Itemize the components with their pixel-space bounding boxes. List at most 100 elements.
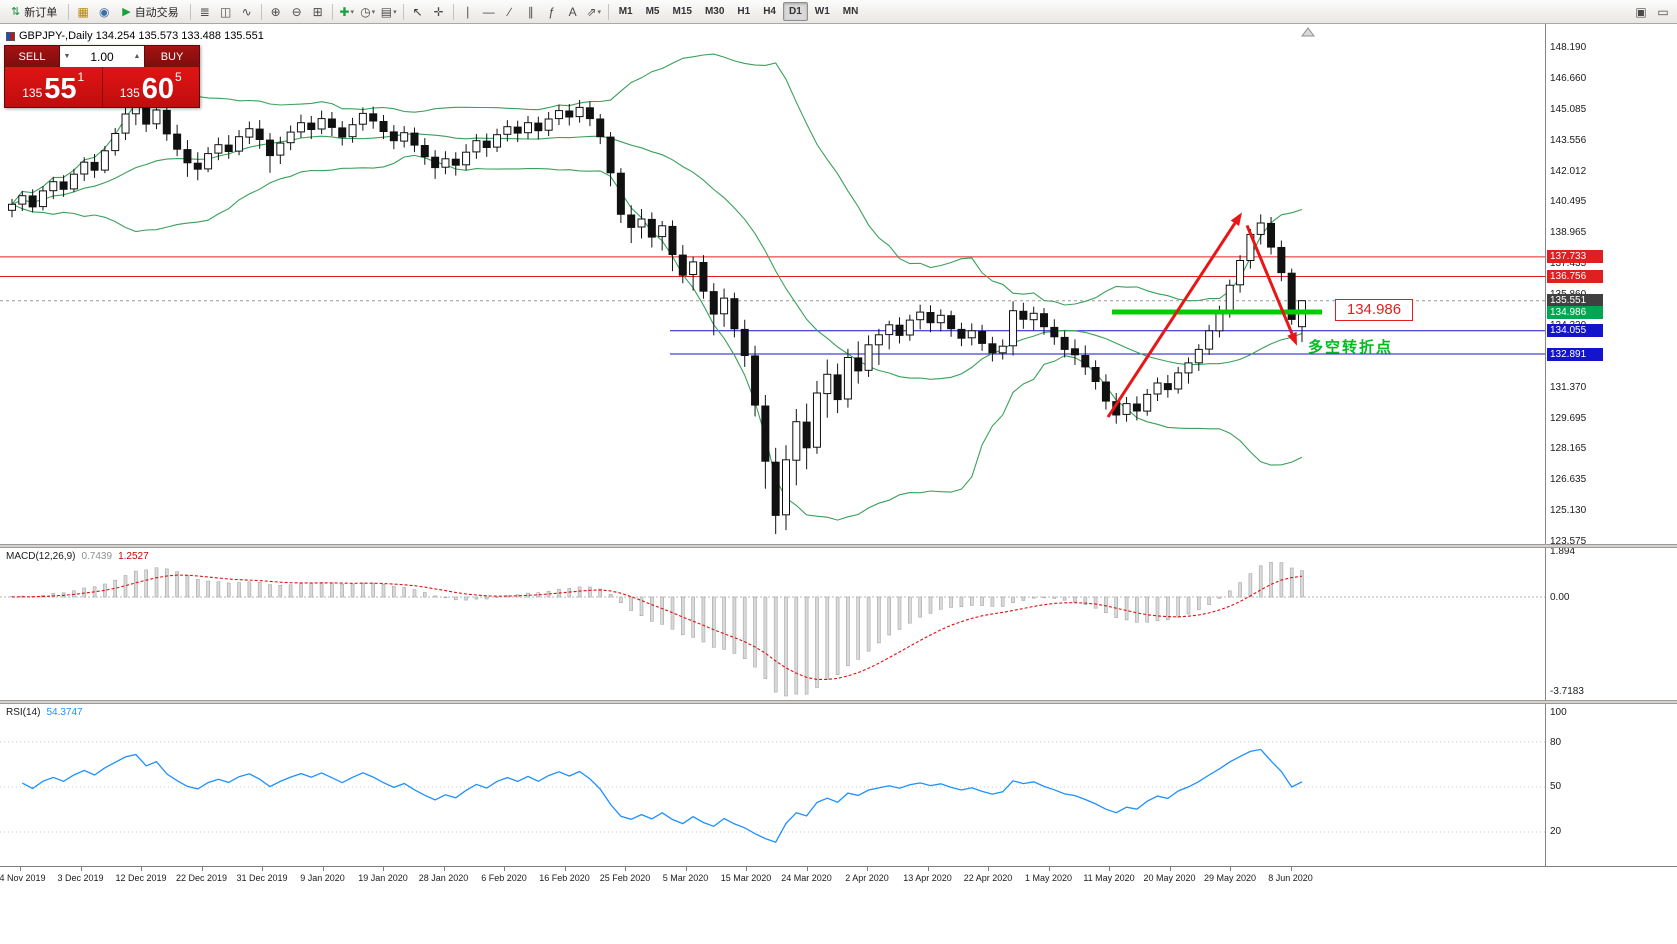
channel-icon[interactable]: ∥ [521,2,541,22]
zoom-in-icon[interactable]: ⊕ [266,2,286,22]
price-axis-tick: 123.575 [1550,536,1587,547]
time-axis-tick [867,867,868,871]
timeframe-button-m30[interactable]: M30 [704,6,725,17]
price-axis-tick: 140.495 [1550,196,1587,208]
new-window-icon[interactable]: ▣ [1631,2,1651,22]
time-axis-tick [746,867,747,871]
cursor-icon[interactable]: ↖ [408,2,428,22]
auto-trading-button[interactable]: ▶ 自动交易 [115,2,185,22]
macd-axis-tick: 0.00 [1550,592,1570,603]
new-chart-icon: ▦ [77,4,89,19]
zoom-out-icon[interactable]: ⊖ [287,2,307,22]
lot-size-value[interactable]: 1.00 [90,49,114,64]
time-axis-tick [141,867,142,871]
lot-size-control[interactable]: ▼ 1.00 ▲ [59,46,145,67]
candlestick-chart-icon[interactable]: ◫ [216,2,236,22]
data-window-icon[interactable]: ▭ [1653,2,1673,22]
time-axis-tick [1230,867,1231,871]
horizontal-line-icon: ― [482,4,495,19]
arrows-icon[interactable]: ⇗ ▾ [584,2,604,22]
trendline-icon[interactable]: ∕ [500,2,520,22]
price-axis-tick: 137.435 [1550,258,1587,270]
timeframe-button-h1[interactable]: H1 [737,6,751,17]
time-axis-tick [1109,867,1110,871]
vertical-line-icon[interactable]: ∣ [458,2,478,22]
timeframe-button-w1[interactable]: W1 [814,6,830,17]
time-axis-label: 24 Nov 2019 [0,873,46,883]
time-axis-tick [383,867,384,871]
time-axis-label: 19 Jan 2020 [358,873,408,883]
macd-indicator-canvas[interactable] [0,548,1545,700]
periods-icon: ◷ [360,4,371,19]
templates-icon[interactable]: ▤ ▾ [379,2,399,22]
bar-chart-icon: ≣ [199,4,210,19]
rsi-indicator-canvas[interactable] [0,704,1545,866]
new-order-button[interactable]: ⇅ 新订单 [4,2,64,22]
text-label-icon: A [568,4,577,19]
timeframe-button-m15[interactable]: M15 [672,6,692,17]
rsi-name: RSI(14) [6,707,41,718]
turning-point-annotation[interactable]: 多空转折点 [1308,339,1394,356]
cursor-icon: ↖ [412,4,423,19]
profiles-icon: ◉ [98,4,110,19]
lot-decrease-button[interactable]: ▼ [63,53,71,60]
time-axis-label: 16 Feb 2020 [539,873,590,883]
sell-button[interactable]: SELL [5,46,59,67]
timeframe-button-m5[interactable]: M5 [645,6,660,17]
auto-trading-button-label: 自动交易 [134,6,179,19]
timeframe-button-m1[interactable]: M1 [618,6,633,17]
rsi-axis-tick: 100 [1550,707,1567,718]
timeframe-button-mn[interactable]: MN [842,6,859,17]
time-axis-tick [927,867,929,871]
time-axis-label: 22 Apr 2020 [963,873,1013,883]
time-axis-label: 1 May 2020 [1024,873,1073,883]
buy-price-bigfigure: 135 [119,86,140,100]
time-axis-tick [504,867,505,871]
timeframe-button-h4[interactable]: H4 [763,6,776,17]
dropdown-arrow-icon: ▾ [371,8,376,16]
chart-macd-splitter[interactable] [0,544,1677,548]
crosshair-icon[interactable]: ✛ [429,2,449,22]
price-axis-tick: 125.130 [1550,505,1587,517]
buy-price-pips: 60 [141,73,175,105]
time-axis-label: 6 Feb 2020 [481,873,527,883]
time-axis-tick [20,867,21,871]
price-axis-tick: 148.190 [1550,42,1587,53]
time-axis[interactable]: 24 Nov 2019 3 Dec 2019 12 Dec 2019 22 Dec 2… [0,866,1677,944]
tile-windows-icon[interactable]: ⊞ [308,2,328,22]
new-chart-icon[interactable]: ▦ [73,2,93,22]
profiles-icon[interactable]: ◉ [94,2,114,22]
one-click-trading-panel: SELL ▼ 1.00 ▲ BUY 135 55 1 135 60 5 [4,45,200,108]
periods-icon[interactable]: ◷ ▾ [358,2,378,22]
macd-rsi-splitter[interactable] [0,700,1677,704]
sell-price-display[interactable]: 135 55 1 [5,67,102,107]
price-chart-canvas[interactable] [0,24,1545,544]
price-axis-tick: 128.165 [1550,443,1587,455]
time-axis-label: 28 Jan 2020 [418,873,469,883]
time-axis-tick [564,867,566,871]
line-chart-icon[interactable]: ∿ [237,2,257,22]
toolbar-separator [452,3,454,20]
indicators-icon: ✚ [339,4,350,19]
bar-chart-icon[interactable]: ≣ [195,2,215,22]
buy-button[interactable]: BUY [145,46,199,67]
chart-title: GBPJPY-,Daily 134.254 135.573 133.488 13… [6,30,264,42]
price-axis-tick: 126.635 [1550,474,1587,486]
current-price-tag: 135.551 [1547,294,1603,308]
fibonacci-icon[interactable]: ƒ [542,2,562,22]
new-order-button-label: 新订单 [24,6,58,19]
time-axis-label: 31 Dec 2019 [236,873,288,883]
time-axis-tick [443,867,445,871]
text-label-icon[interactable]: A [563,2,583,22]
timeframe-button-d1[interactable]: D1 [783,2,808,21]
price-annotation-label[interactable]: 134.986 [1335,299,1413,321]
lot-increase-button[interactable]: ▲ [133,53,141,60]
price-axis[interactable]: 148.190 146.660 145.085 143.556 142.012 140.4… [1545,24,1677,866]
time-axis-tick [988,867,989,871]
candlestick-chart-icon: ◫ [220,4,232,19]
horizontal-line-icon[interactable]: ― [479,2,499,22]
dropdown-arrow-icon: ▾ [393,8,397,16]
time-axis-tick [1290,867,1292,871]
buy-price-display[interactable]: 135 60 5 [101,67,199,107]
indicators-icon[interactable]: ✚ ▾ [337,2,357,22]
